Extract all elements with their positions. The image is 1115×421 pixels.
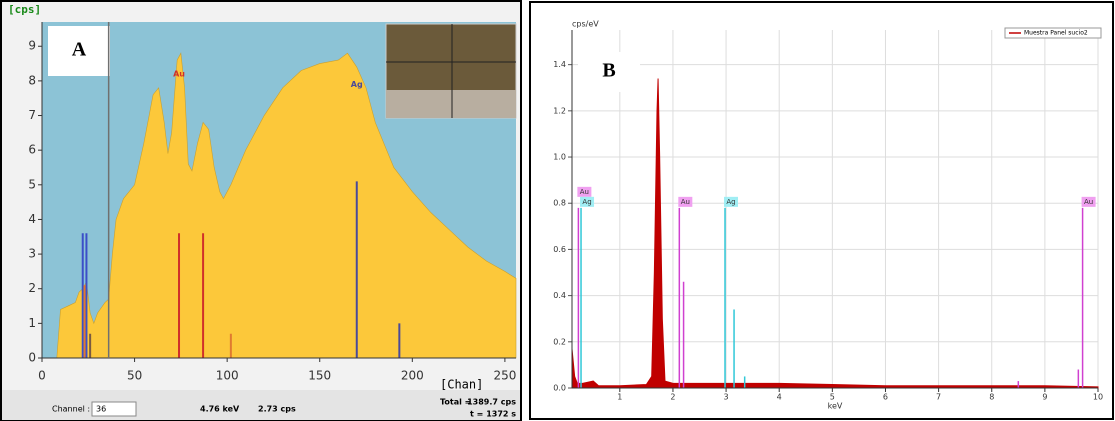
status-value: 1372 s xyxy=(486,410,516,419)
x-axis-label: keV xyxy=(828,402,843,411)
y-axis-label: cps/eV xyxy=(572,20,599,29)
status-text: Channel : xyxy=(52,405,90,414)
panel-letter-box xyxy=(578,52,640,92)
legend xyxy=(1004,27,1102,39)
x-tick-label: 9 xyxy=(1042,393,1047,402)
element-tag xyxy=(577,186,592,197)
x-tick-label: 5 xyxy=(830,393,835,402)
x-tick-label: 50 xyxy=(127,369,142,383)
y-tick-label: 0.4 xyxy=(553,291,566,300)
element-label: Ag xyxy=(726,198,735,206)
status-value: 2.73 cps xyxy=(258,405,296,414)
x-tick-label: 10 xyxy=(1093,393,1103,402)
x-tick-label: 1 xyxy=(617,393,622,402)
y-tick-label: 4 xyxy=(28,212,36,226)
element-tag xyxy=(724,196,739,207)
element-label: Ag xyxy=(351,80,363,89)
y-tick-label: 0.8 xyxy=(553,199,566,208)
x-tick-label: 8 xyxy=(989,393,994,402)
inset-image-lower xyxy=(386,90,516,118)
status-value: 4.76 keV xyxy=(200,405,240,414)
element-tag xyxy=(678,196,693,207)
panel-b-frame xyxy=(529,1,1114,420)
x-tick-label: 150 xyxy=(308,369,331,383)
y-tick-label: 9 xyxy=(28,39,36,53)
spectrum-area xyxy=(571,78,1099,389)
x-tick-label: 0 xyxy=(38,369,46,383)
element-label: Au xyxy=(173,69,185,78)
spectrum-area xyxy=(56,52,517,359)
x-tick-label: 4 xyxy=(777,393,782,402)
y-tick-label: 0.2 xyxy=(553,337,566,346)
status-value: 1389.7 cps xyxy=(467,398,516,407)
y-tick-label: 8 xyxy=(28,73,36,87)
y-tick-label: 0.0 xyxy=(553,384,566,393)
x-tick-label: 2 xyxy=(670,393,675,402)
y-tick-label: 2 xyxy=(28,281,36,295)
x-tick-label: 6 xyxy=(883,393,888,402)
x-tick-label: 250 xyxy=(493,369,516,383)
channel-input[interactable] xyxy=(91,401,137,417)
panel-letter: A xyxy=(72,39,87,61)
y-tick-label: 1.4 xyxy=(553,60,566,69)
element-label: Ag xyxy=(582,198,591,206)
y-tick-label: 3 xyxy=(28,247,36,261)
y-tick-label: 1.2 xyxy=(553,106,566,115)
y-tick-label: 0.6 xyxy=(553,245,566,254)
element-label: Au xyxy=(1084,198,1093,206)
status-bar xyxy=(2,390,520,420)
x-tick-label: 100 xyxy=(216,369,239,383)
status-value: 36 xyxy=(96,405,106,414)
x-tick-label: 3 xyxy=(724,393,729,402)
x-axis-label: [Chan] xyxy=(440,378,483,392)
y-tick-label: 6 xyxy=(28,143,36,157)
y-axis-label: [cps] xyxy=(8,3,41,16)
element-tag xyxy=(1081,196,1096,207)
element-label: Au xyxy=(580,188,589,196)
element-label: Au xyxy=(681,198,690,206)
panel-letter: B xyxy=(602,60,615,82)
element-tag xyxy=(580,196,595,207)
x-tick-label: 200 xyxy=(401,369,424,383)
legend-label: Muestra Panel sucio2 xyxy=(1024,30,1088,37)
y-tick-label: 0 xyxy=(28,351,36,365)
status-text: t = xyxy=(470,410,483,419)
y-tick-label: 1.0 xyxy=(553,153,566,162)
y-tick-label: 7 xyxy=(28,108,36,122)
status-text: Total = xyxy=(440,398,471,407)
x-tick-label: 7 xyxy=(936,393,941,402)
y-tick-label: 5 xyxy=(28,177,36,191)
y-tick-label: 1 xyxy=(28,316,36,330)
panel-letter-box xyxy=(48,26,110,76)
